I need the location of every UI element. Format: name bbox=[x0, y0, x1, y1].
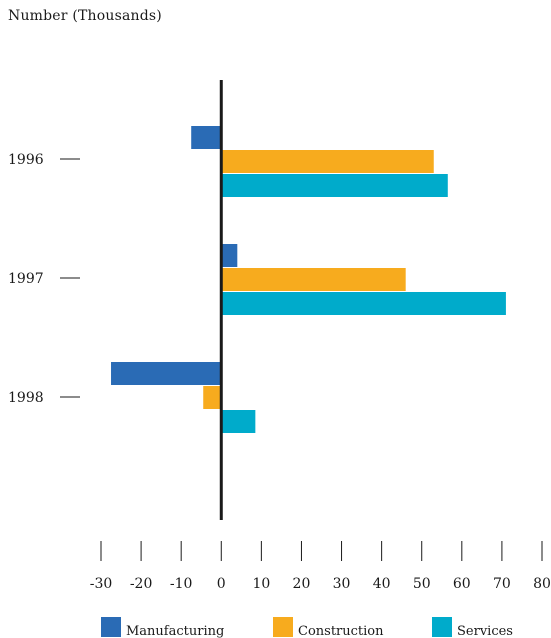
x-tick-label--30: -30 bbox=[90, 576, 113, 592]
x-tick-label-40: 40 bbox=[373, 576, 391, 592]
bar-services-1997 bbox=[221, 292, 506, 315]
legend-label-construction: Construction bbox=[298, 624, 384, 638]
x-axis: -30 -20 -10 0 10 20 30 40 50 60 70 80 bbox=[90, 541, 551, 592]
bar-manufacturing-1997 bbox=[221, 244, 238, 267]
bars-layer bbox=[111, 126, 506, 433]
x-tick-label--20: -20 bbox=[130, 576, 153, 592]
bar-construction-1996 bbox=[221, 150, 434, 173]
bar-manufacturing-1996 bbox=[191, 126, 222, 149]
x-tick-label-80: 80 bbox=[533, 576, 551, 592]
category-label-1998: 1998 bbox=[8, 390, 44, 406]
x-tick-label--10: -10 bbox=[170, 576, 193, 592]
legend: Manufacturing Construction Services bbox=[101, 617, 513, 638]
x-tick-label-30: 30 bbox=[333, 576, 351, 592]
legend-swatch-construction bbox=[273, 617, 293, 637]
bar-services-1996 bbox=[221, 174, 448, 197]
category-labels: 1996 1997 1998 bbox=[8, 152, 80, 406]
x-tick-label-70: 70 bbox=[493, 576, 511, 592]
legend-swatch-services bbox=[432, 617, 452, 637]
category-label-1996: 1996 bbox=[8, 152, 44, 168]
x-tick-label-50: 50 bbox=[413, 576, 431, 592]
legend-swatch-manufacturing bbox=[101, 617, 121, 637]
legend-label-services: Services bbox=[457, 624, 513, 638]
category-label-1997: 1997 bbox=[8, 271, 44, 287]
x-tick-label-10: 10 bbox=[252, 576, 270, 592]
x-tick-label-20: 20 bbox=[293, 576, 311, 592]
bar-construction-1998 bbox=[203, 386, 222, 409]
legend-label-manufacturing: Manufacturing bbox=[126, 624, 224, 638]
bar-construction-1997 bbox=[221, 268, 406, 291]
bar-manufacturing-1998 bbox=[111, 362, 222, 385]
bar-services-1998 bbox=[221, 410, 256, 433]
chart-title: Number (Thousands) bbox=[8, 8, 162, 24]
x-tick-label-60: 60 bbox=[453, 576, 471, 592]
x-tick-label-0: 0 bbox=[217, 576, 226, 592]
